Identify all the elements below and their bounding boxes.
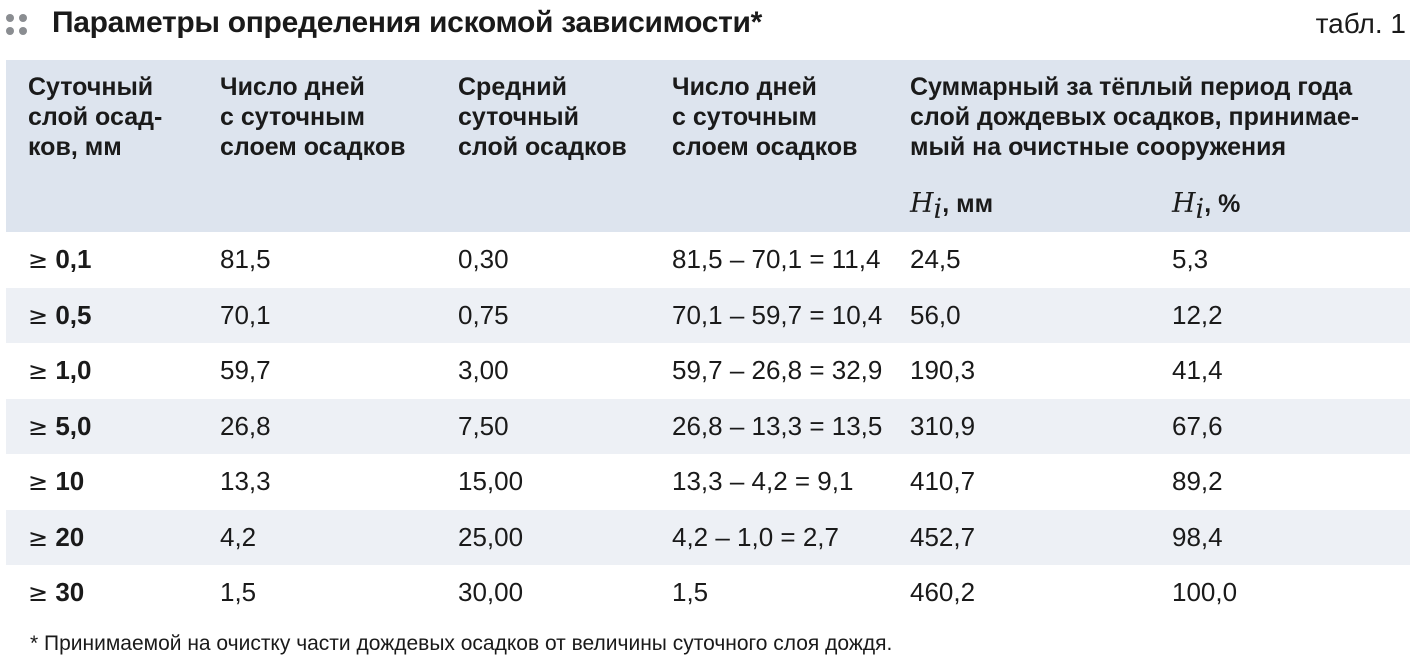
cell-avg: 7,50 [458, 410, 509, 441]
dots-icon [6, 14, 30, 38]
cell-layer: ≥ 0,1 [28, 232, 92, 288]
cell-layer: ≥ 1,0 [28, 343, 92, 399]
cell-diff: 1,5 [672, 577, 709, 607]
header-line: суточный [458, 103, 580, 131]
table-row: ≥ 5,0 26,8 7,50 26,8 – 13,3 = 13,5 310,9 67,6 [6, 398, 1410, 455]
cell-diff: 13,3 – 4,2 = 9,1 [672, 466, 854, 496]
cell-days: 81,5 [220, 244, 271, 274]
cell-hmm: 460,2 [910, 577, 976, 607]
cell-diff: 59,7 – 26,8 = 32,9 [672, 355, 883, 385]
table-row: ≥ 0,5 70,1 0,75 70,1 – 59,7 = 10,4 56,0 12,2 [6, 287, 1410, 344]
header-line: слой осад- [28, 103, 163, 131]
header-col-avg: Средний суточный слой осадков [458, 72, 658, 162]
cell-days: 59,7 [220, 355, 271, 385]
cell-hpct: 89,2 [1172, 466, 1223, 496]
ge-symbol: ≥ [28, 246, 49, 274]
layer-value: 0,1 [55, 244, 92, 274]
cell-hmm: 190,3 [910, 355, 976, 385]
cell-hpct: 41,4 [1172, 355, 1223, 385]
cell-diff: 81,5 – 70,1 = 11,4 [672, 244, 881, 274]
cell-avg: 15,00 [458, 466, 524, 496]
header-sub-pct: Hi, % [1172, 188, 1240, 225]
header-sub-mm: Hi, мм [910, 188, 993, 225]
layer-value: 1,0 [55, 355, 92, 385]
cell-hmm: 56,0 [910, 299, 961, 330]
table-row: ≥ 20 4,2 25,00 4,2 – 1,0 = 2,7 452,7 98,4 [6, 509, 1410, 566]
cell-days: 13,3 [220, 466, 271, 496]
cell-hmm: 310,9 [910, 410, 976, 441]
cell-hpct: 12,2 [1172, 299, 1223, 330]
cell-hpct: 67,6 [1172, 410, 1223, 441]
header-line: слоем осадков [672, 133, 858, 161]
header-col-layer: Суточный слой осад- ков, мм [28, 72, 208, 162]
table-row: ≥ 30 1,5 30,00 1,5 460,2 100,0 [6, 565, 1410, 621]
ge-symbol: ≥ [28, 301, 49, 330]
header-col-diff: Число дней с суточным слоем осадков [672, 72, 902, 162]
layer-value: 20 [55, 521, 85, 552]
header-line: слой осадков [458, 133, 627, 161]
cell-days: 26,8 [220, 410, 271, 441]
cell-diff: 26,8 – 13,3 = 13,5 [672, 410, 883, 441]
math-index: i [933, 194, 943, 225]
cell-days: 70,1 [220, 299, 271, 330]
header-line: слоем осадков [220, 133, 406, 161]
cell-hmm: 410,7 [910, 466, 976, 496]
data-table: Суточный слой осад- ков, мм Число дней с… [6, 60, 1410, 621]
header-line: Средний [458, 73, 567, 101]
cell-diff: 70,1 – 59,7 = 10,4 [672, 299, 883, 330]
ge-symbol: ≥ [28, 412, 49, 441]
table-row: ≥ 0,1 81,5 0,30 81,5 – 70,1 = 11,4 24,5 5,3 [6, 232, 1410, 288]
cell-hpct: 100,0 [1172, 577, 1238, 607]
title-bar: Параметры определения искомой зависимост… [0, 0, 1414, 52]
header-col-days: Число дней с суточным слоем осадков [220, 72, 450, 162]
cell-layer: ≥ 10 [28, 454, 84, 510]
cell-hmm: 452,7 [910, 521, 976, 552]
cell-days: 4,2 [220, 521, 257, 552]
ge-symbol: ≥ [28, 468, 49, 496]
math-var: H [910, 188, 934, 219]
ge-symbol: ≥ [28, 579, 49, 607]
cell-hpct: 98,4 [1172, 521, 1223, 552]
header-line: ков, мм [28, 133, 122, 161]
cell-avg: 25,00 [458, 521, 524, 552]
header-line: Число дней [220, 73, 365, 101]
table-number-label: табл. 1 [1315, 8, 1406, 39]
header-line: мый на очистные сооружения [910, 133, 1287, 161]
cell-days: 1,5 [220, 577, 257, 607]
unit-label: , мм [942, 190, 994, 218]
cell-avg: 3,00 [458, 355, 509, 385]
header-line: с суточным [672, 103, 817, 131]
cell-avg: 0,30 [458, 244, 509, 274]
layer-value: 10 [55, 466, 85, 496]
cell-layer: ≥ 20 [28, 510, 84, 566]
header-line: Число дней [672, 73, 817, 101]
cell-avg: 0,75 [458, 299, 509, 330]
table-title: Параметры определения искомой зависимост… [52, 6, 763, 39]
table-body: ≥ 0,1 81,5 0,30 81,5 – 70,1 = 11,4 24,5 5,3 ≥ … [6, 232, 1410, 621]
layer-value: 5,0 [55, 410, 92, 441]
cell-hpct: 5,3 [1172, 244, 1209, 274]
table-row: ≥ 10 13,3 15,00 13,3 – 4,2 = 9,1 410,7 89,2 [6, 454, 1410, 510]
cell-avg: 30,00 [458, 577, 524, 607]
table-header: Суточный слой осад- ков, мм Число дней с… [6, 60, 1410, 232]
header-col-total: Суммарный за тёплый период года слой дож… [910, 72, 1400, 162]
math-index: i [1195, 194, 1205, 225]
layer-value: 30 [55, 577, 85, 607]
cell-diff: 4,2 – 1,0 = 2,7 [672, 521, 839, 552]
ge-symbol: ≥ [28, 357, 49, 385]
layer-value: 0,5 [55, 299, 92, 330]
header-line: Суточный [28, 73, 154, 101]
cell-layer: ≥ 5,0 [28, 399, 92, 455]
cell-layer: ≥ 30 [28, 565, 84, 621]
footnote: * Принимаемой на очистку части дождевых … [30, 632, 893, 655]
ge-symbol: ≥ [28, 523, 49, 552]
header-line: слой дождевых осадков, принимае- [910, 103, 1360, 131]
header-line: с суточным [220, 103, 365, 131]
header-line: Суммарный за тёплый период года [910, 73, 1353, 101]
table-row: ≥ 1,0 59,7 3,00 59,7 – 26,8 = 32,9 190,3 41,4 [6, 343, 1410, 399]
math-var: H [1172, 188, 1196, 219]
cell-hmm: 24,5 [910, 244, 961, 274]
cell-layer: ≥ 0,5 [28, 288, 92, 344]
unit-label: , % [1204, 190, 1241, 218]
